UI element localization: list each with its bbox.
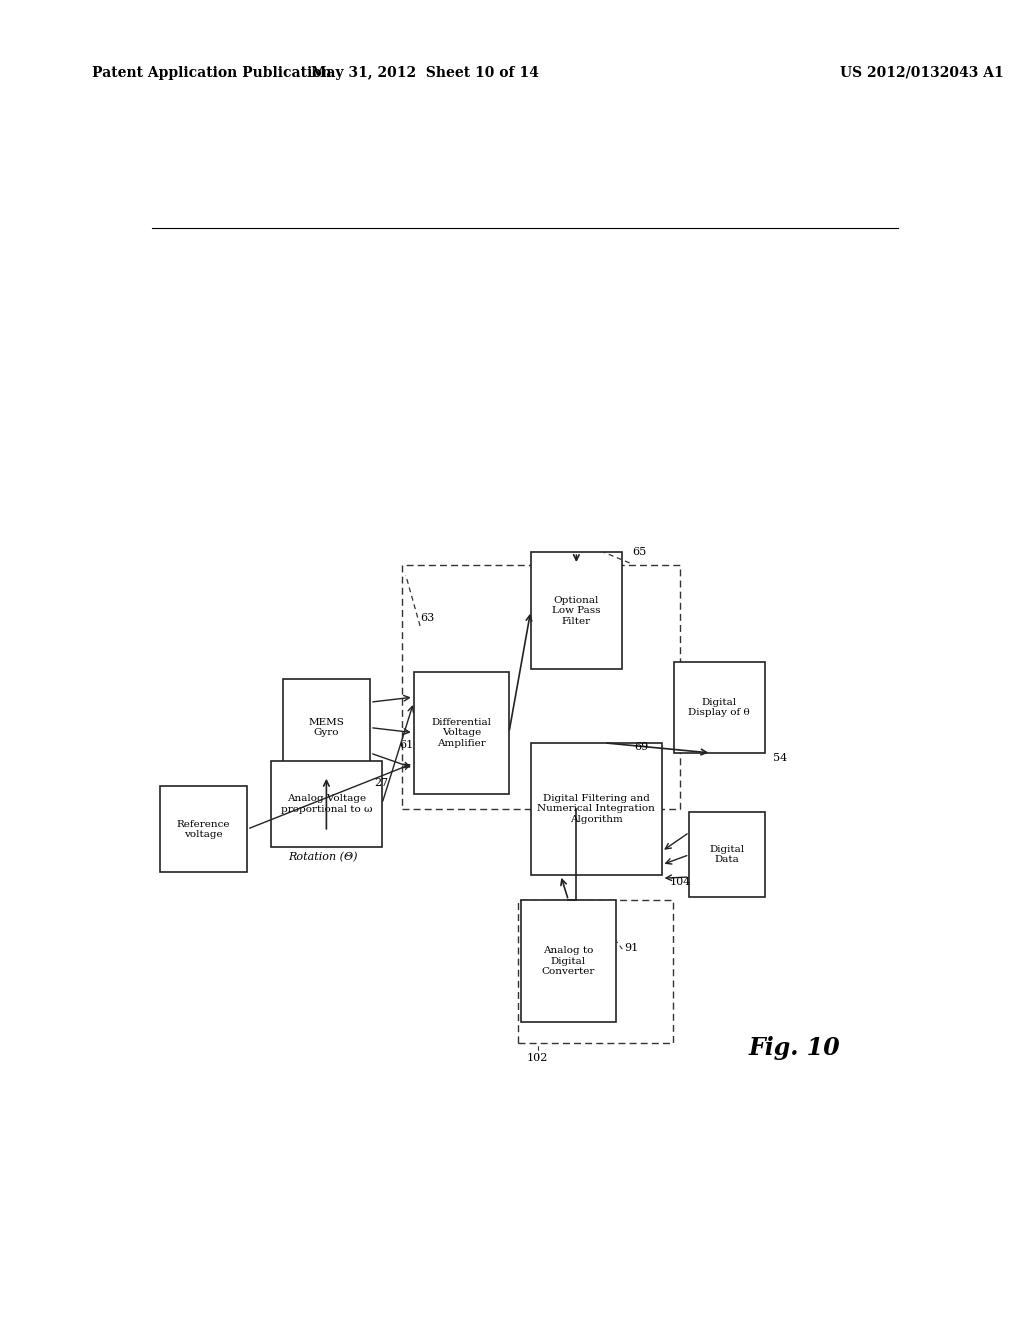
Text: Patent Application Publication: Patent Application Publication [92, 66, 332, 79]
Text: 102: 102 [526, 1053, 548, 1063]
FancyBboxPatch shape [270, 760, 382, 847]
Text: May 31, 2012  Sheet 10 of 14: May 31, 2012 Sheet 10 of 14 [311, 66, 539, 79]
FancyBboxPatch shape [530, 552, 622, 669]
Text: Digital
Data: Digital Data [710, 845, 744, 865]
Text: 69: 69 [634, 742, 648, 752]
Text: 91: 91 [624, 944, 638, 953]
FancyBboxPatch shape [414, 672, 509, 793]
Text: Analog Voltage
proportional to ω: Analog Voltage proportional to ω [281, 795, 372, 813]
Text: 27: 27 [374, 777, 388, 788]
FancyBboxPatch shape [530, 743, 662, 875]
Text: Optional
Low Pass
Filter: Optional Low Pass Filter [552, 595, 601, 626]
Text: Differential
Voltage
Amplifier: Differential Voltage Amplifier [431, 718, 492, 747]
Text: 63: 63 [420, 612, 434, 623]
FancyBboxPatch shape [521, 900, 616, 1022]
Text: Reference
voltage: Reference voltage [177, 820, 230, 840]
FancyBboxPatch shape [283, 680, 370, 776]
Text: 104: 104 [670, 876, 691, 887]
Text: US 2012/0132043 A1: US 2012/0132043 A1 [840, 66, 1004, 79]
Text: Fig. 10: Fig. 10 [749, 1036, 841, 1060]
Text: Analog to
Digital
Converter: Analog to Digital Converter [542, 946, 595, 977]
Text: Rotation (Θ): Rotation (Θ) [288, 851, 357, 862]
Text: 61: 61 [399, 741, 414, 750]
FancyBboxPatch shape [674, 661, 765, 752]
Text: Digital Filtering and
Numerical Integration
Algorithm: Digital Filtering and Numerical Integrat… [538, 795, 655, 824]
FancyBboxPatch shape [160, 785, 247, 873]
Text: Digital
Display of θ: Digital Display of θ [688, 697, 751, 717]
Text: 54: 54 [773, 754, 787, 763]
Text: 65: 65 [632, 546, 646, 557]
FancyBboxPatch shape [689, 812, 765, 896]
Text: MEMS
Gyro: MEMS Gyro [308, 718, 344, 738]
